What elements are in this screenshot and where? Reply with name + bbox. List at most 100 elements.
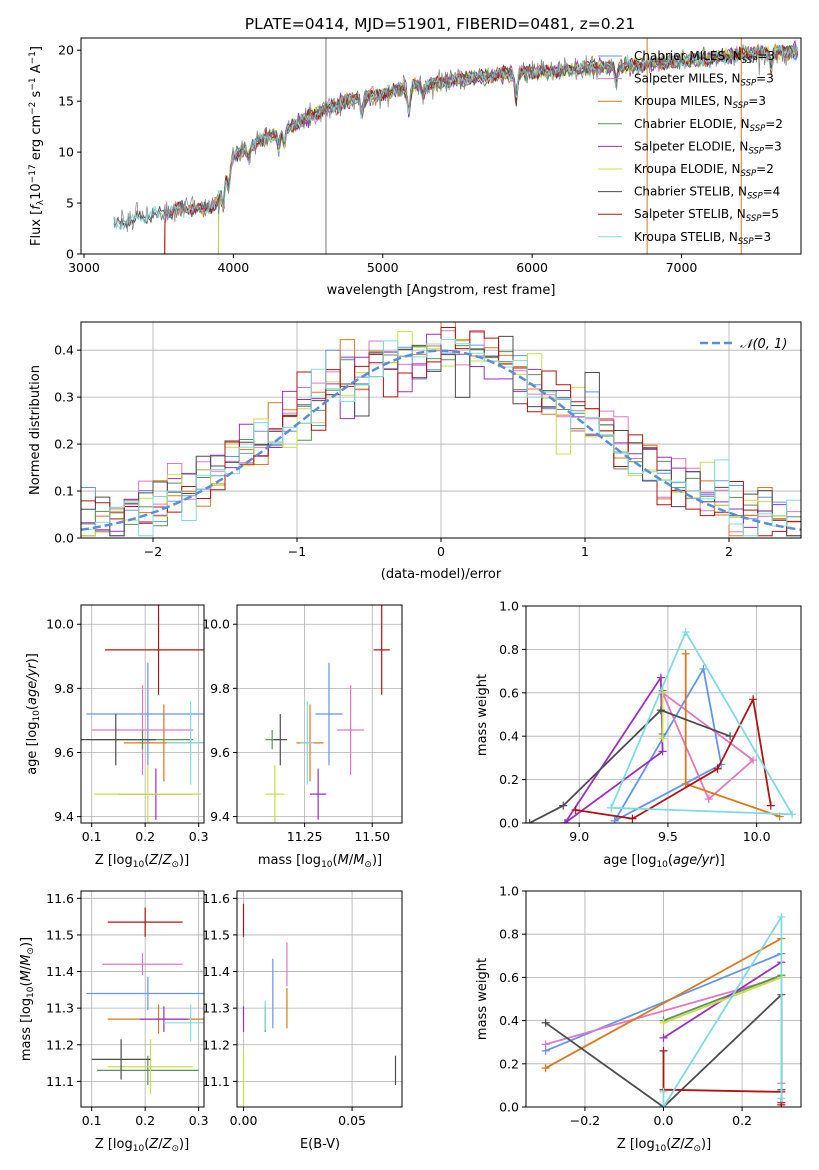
- x-axis-label: mass [log10(M/M⊙)]: [258, 853, 382, 870]
- x-tick-label: 0.00: [230, 1113, 258, 1128]
- y-tick-label: 0.8: [499, 642, 519, 657]
- y-tick-label: 0.4: [499, 1013, 519, 1028]
- legend-label-sub: SSP: [746, 214, 762, 224]
- label-part: ⊙: [171, 1144, 179, 1154]
- legend-entry: Kroupa MILES, NSSP=3: [598, 94, 766, 111]
- x-axis-label: Z [log10(Z/Z⊙)]: [95, 1137, 189, 1154]
- y-tick-label: 11.4: [202, 964, 230, 979]
- x-tick-label: 0.0: [654, 1113, 674, 1128]
- weight-marker: [713, 764, 722, 773]
- y-tick-label: 0.2: [499, 772, 519, 787]
- x-axis-label: Z [log10(Z/Z⊙)]: [617, 1137, 711, 1154]
- x-axis-label: age [log10(age/yr)]: [603, 853, 725, 870]
- axes: 0.1 0.2 0.311.111.211.311.411.511.6Z [log1…: [19, 890, 209, 1154]
- label-part: 10: [656, 860, 668, 870]
- label-part: /: [158, 1137, 163, 1152]
- mass-vs-z-panel: 0.1 0.2 0.311.111.211.311.411.511.6Z [log1…: [19, 890, 209, 1154]
- y-tick-label: 10: [58, 145, 74, 160]
- weight-marker: [541, 1064, 550, 1073]
- label-part: 10: [32, 710, 42, 722]
- axes-frame: [236, 890, 403, 1108]
- figure-title: PLATE=0414, MJD=51901, FIBERID=0481, z=0…: [245, 15, 635, 33]
- weight-series: [561, 673, 667, 823]
- y-tick-label: 0: [66, 247, 74, 262]
- legend-label-main: Kroupa MILES, N: [634, 94, 733, 108]
- weight-marker: [777, 912, 786, 921]
- error-bar-point: [97, 1055, 199, 1086]
- y-tick-label: 0.4: [54, 343, 74, 358]
- weight-series-line: [663, 974, 782, 1022]
- label-part: Z [log: [95, 853, 133, 868]
- weight-marker: [656, 706, 665, 715]
- axes: 9.0 9.5 10.0 0.0 0.2 0.4 0.6 0.8 1.0 age [log10(a…: [475, 599, 802, 870]
- label-part: ]: [29, 46, 44, 51]
- weight-marker: [541, 1018, 550, 1027]
- legend-label-tail: =3: [757, 49, 775, 63]
- y-axis-label: age [log10(age/yr)]: [25, 653, 42, 775]
- weight-vs-age-panel: 9.0 9.5 10.0 0.0 0.2 0.4 0.6 0.8 1.0 age [log10(a…: [475, 599, 802, 870]
- label-part: (: [25, 705, 40, 710]
- y-tick-label: 0.0: [54, 531, 74, 546]
- histogram-step: [81, 338, 801, 538]
- legend-label: Salpeter STELIB, NSSP=5: [634, 207, 779, 224]
- axes-frame: [80, 37, 802, 255]
- weight-series: [658, 688, 667, 743]
- x-tick-label: 10.0: [743, 829, 771, 844]
- x-tick-label: 4000: [217, 260, 249, 275]
- x-tick-label: 0.1: [82, 829, 102, 844]
- x-tick-label: 3000: [68, 260, 100, 275]
- weight-marker: [726, 732, 735, 741]
- legend-label-sub: SSP: [738, 237, 754, 247]
- label-part: (: [144, 853, 149, 868]
- plot-area: [526, 628, 797, 823]
- legend-label-tail: =3: [756, 72, 774, 86]
- y-axis-label: Flux [fλ10−17 erg cm−2 s−1 A−1]: [28, 46, 46, 246]
- legend-label-main: Kroupa STELIB, N: [634, 230, 738, 244]
- axes: 0.00 0.05 11.1 11.2 11.3 11.4 11.5 11.6 E(B-V): [202, 890, 403, 1152]
- x-axis-label: wavelength [Angstrom, rest frame]: [327, 283, 556, 298]
- y-tick-label: 1.0: [499, 599, 519, 614]
- legend-label-tail: =3: [764, 139, 782, 153]
- weight-marker: [659, 1087, 668, 1096]
- label-part: Flux [: [29, 210, 44, 246]
- y-tick-label: 0.1: [54, 484, 74, 499]
- y-tick-label: 9.4: [210, 809, 230, 824]
- label-part: λ: [36, 199, 46, 205]
- y-tick-label: 11.3: [46, 1001, 74, 1016]
- x-tick-label: 0: [437, 544, 445, 559]
- label-part: mass [log: [19, 998, 34, 1061]
- label-part: −1: [28, 77, 38, 90]
- error-bar-point: [102, 953, 183, 976]
- y-axis-label: mass weight: [475, 674, 490, 756]
- weight-marker: [704, 795, 713, 804]
- weight-marker: [681, 649, 690, 658]
- grid: [237, 891, 402, 1107]
- legend-label-main: Salpeter STELIB, N: [634, 207, 746, 221]
- weight-marker: [766, 801, 775, 810]
- legend-label: Salpeter ELODIE, NSSP=3: [634, 139, 782, 156]
- x-tick-label: 0.1: [82, 1113, 102, 1128]
- error-bar-point: [107, 907, 183, 937]
- weight-marker: [659, 1103, 668, 1107]
- observed-spectrum-line: [113, 43, 799, 233]
- y-tick-label: 9.6: [54, 745, 74, 760]
- residuals-panel: −2 −1 0 1 2 0.0 0.1 0.2 0.3 0.4 (data-model)/error…: [28, 321, 802, 582]
- legend-label-main: Chabrier ELODIE, N: [634, 117, 750, 131]
- weight-marker: [610, 816, 619, 823]
- weight-series-line: [663, 976, 782, 1024]
- legend-label-tail: =3: [754, 230, 772, 244]
- weight-marker: [659, 1018, 668, 1027]
- y-tick-label: 0.0: [499, 1100, 519, 1115]
- weight-series-line: [662, 913, 783, 1107]
- legend-label-sub: SSP: [733, 101, 749, 111]
- label-part: 10: [655, 1144, 667, 1154]
- y-tick-label: 10.0: [202, 617, 230, 632]
- x-tick-label: 0.2: [135, 1113, 155, 1128]
- label-part: /: [19, 965, 34, 970]
- legend-label-tail: =4: [763, 185, 781, 199]
- label-part: )]: [19, 937, 34, 947]
- y-tick-label: 11.2: [202, 1037, 230, 1052]
- legend-label: 𝒩(0, 1): [740, 337, 787, 352]
